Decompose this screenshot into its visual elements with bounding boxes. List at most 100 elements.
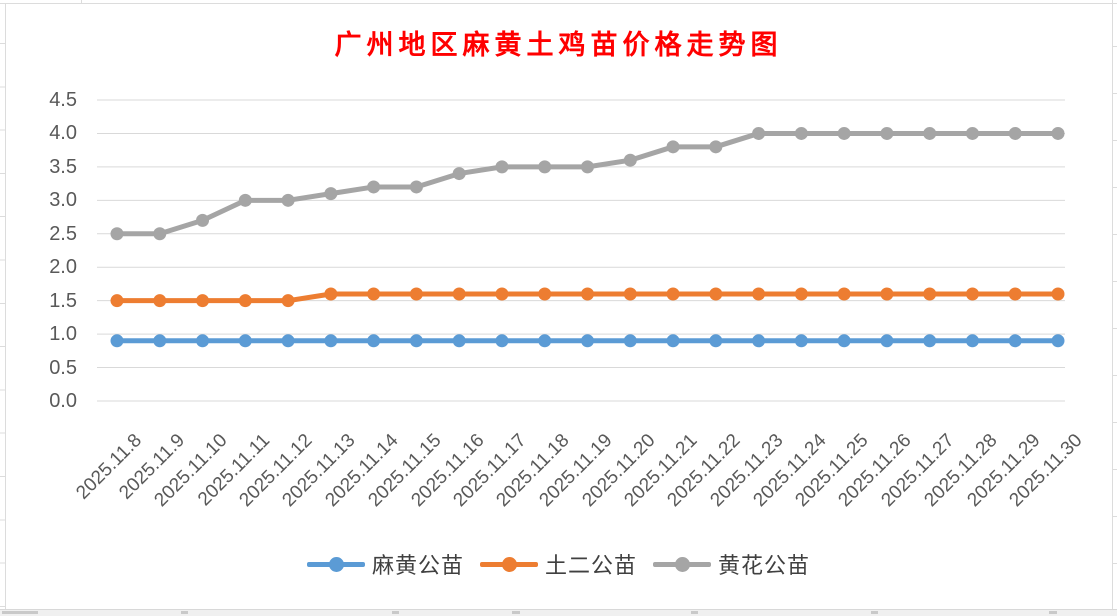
data-point (837, 126, 851, 140)
y-tick-label: 1.5 (49, 289, 77, 312)
data-point (880, 334, 894, 348)
data-point (1051, 126, 1065, 140)
data-point (581, 334, 594, 348)
data-point (196, 294, 210, 308)
data-point (666, 287, 680, 301)
data-point (281, 294, 295, 308)
cell-divider (1049, 611, 1057, 614)
data-point (452, 287, 466, 301)
data-point (324, 334, 338, 348)
data-point (110, 334, 124, 348)
data-point (965, 334, 979, 348)
data-point (752, 287, 766, 301)
data-point (1008, 126, 1022, 140)
y-tick-label: 4.5 (49, 89, 77, 111)
data-point (623, 287, 637, 301)
data-point (923, 287, 937, 301)
data-point (709, 140, 723, 154)
data-point (666, 140, 680, 154)
data-point (538, 334, 552, 348)
cell-divider (691, 611, 698, 614)
spreadsheet-row-lines-right (1112, 0, 1117, 609)
cell-divider (181, 611, 188, 614)
legend-item-麻黄公苗: 麻黄公苗 (306, 548, 464, 580)
data-point (153, 294, 167, 308)
legend-label: 黄花公苗 (718, 553, 811, 578)
data-point (324, 287, 338, 301)
spreadsheet-gridline-top (0, 3, 1117, 4)
data-point (452, 167, 466, 181)
data-point (538, 160, 552, 174)
data-point (794, 126, 808, 140)
y-tick-label: 1.0 (49, 323, 77, 346)
data-point (1008, 334, 1022, 348)
data-point (281, 193, 295, 207)
cell-divider (512, 611, 520, 614)
data-point (1008, 287, 1022, 301)
cell-divider (2, 611, 38, 614)
legend-line-marker-icon (479, 556, 538, 572)
data-point (367, 334, 381, 348)
data-point (581, 160, 594, 174)
legend-item-土二公苗: 土二公苗 (479, 548, 637, 580)
data-point (965, 287, 979, 301)
series-line-黄花公苗 (114, 130, 1061, 237)
data-point (837, 334, 851, 348)
data-point (196, 213, 210, 227)
data-point (452, 334, 466, 348)
data-point (581, 287, 594, 301)
chart-legend: 麻黄公苗 土二公苗 黄花公苗 (0, 549, 1117, 579)
data-point (495, 287, 509, 301)
data-point (495, 334, 509, 348)
legend-label: 土二公苗 (544, 553, 637, 578)
data-point (1051, 287, 1065, 301)
data-point (409, 334, 423, 348)
data-point (923, 126, 937, 140)
data-point (666, 334, 680, 348)
data-point (367, 180, 381, 194)
data-point (153, 227, 167, 241)
data-point (709, 334, 723, 348)
data-point (837, 287, 851, 301)
y-tick-label: 4.0 (49, 122, 77, 145)
y-tick-label: 2.0 (49, 256, 77, 279)
data-point (196, 334, 210, 348)
data-point (752, 334, 766, 348)
data-point (367, 287, 381, 301)
y-tick-label: 3.0 (49, 189, 77, 212)
data-point (880, 126, 894, 140)
data-point (923, 334, 937, 348)
data-point (794, 287, 808, 301)
data-point (495, 160, 509, 174)
legend-line-marker-icon (653, 556, 711, 572)
chart-title: 广州地区麻黄土鸡苗价格走势图 (334, 30, 783, 60)
data-point (153, 334, 167, 348)
legend-line-marker-icon (306, 556, 365, 572)
data-point (709, 287, 723, 301)
data-point (281, 334, 295, 348)
data-point (880, 287, 894, 301)
data-point (238, 193, 252, 207)
spreadsheet-bottom-strip (0, 609, 1117, 616)
legend-label: 麻黄公苗 (371, 553, 464, 578)
data-point (409, 180, 423, 194)
data-point (623, 153, 637, 167)
data-point (238, 334, 252, 348)
data-point (110, 227, 124, 241)
data-point (794, 334, 808, 348)
data-point (965, 126, 979, 140)
spreadsheet-column-tick (81, 0, 82, 3)
y-tick-label: 0.5 (49, 356, 77, 379)
data-point (110, 294, 124, 308)
y-tick-label: 0.0 (49, 390, 77, 412)
data-point (538, 287, 552, 301)
data-point (623, 334, 637, 348)
data-point (409, 287, 423, 301)
data-point (752, 126, 766, 140)
y-tick-label: 3.5 (49, 155, 77, 178)
spreadsheet-row-lines-left (0, 3, 6, 609)
cell-divider (392, 611, 399, 614)
cell-divider (871, 611, 878, 614)
